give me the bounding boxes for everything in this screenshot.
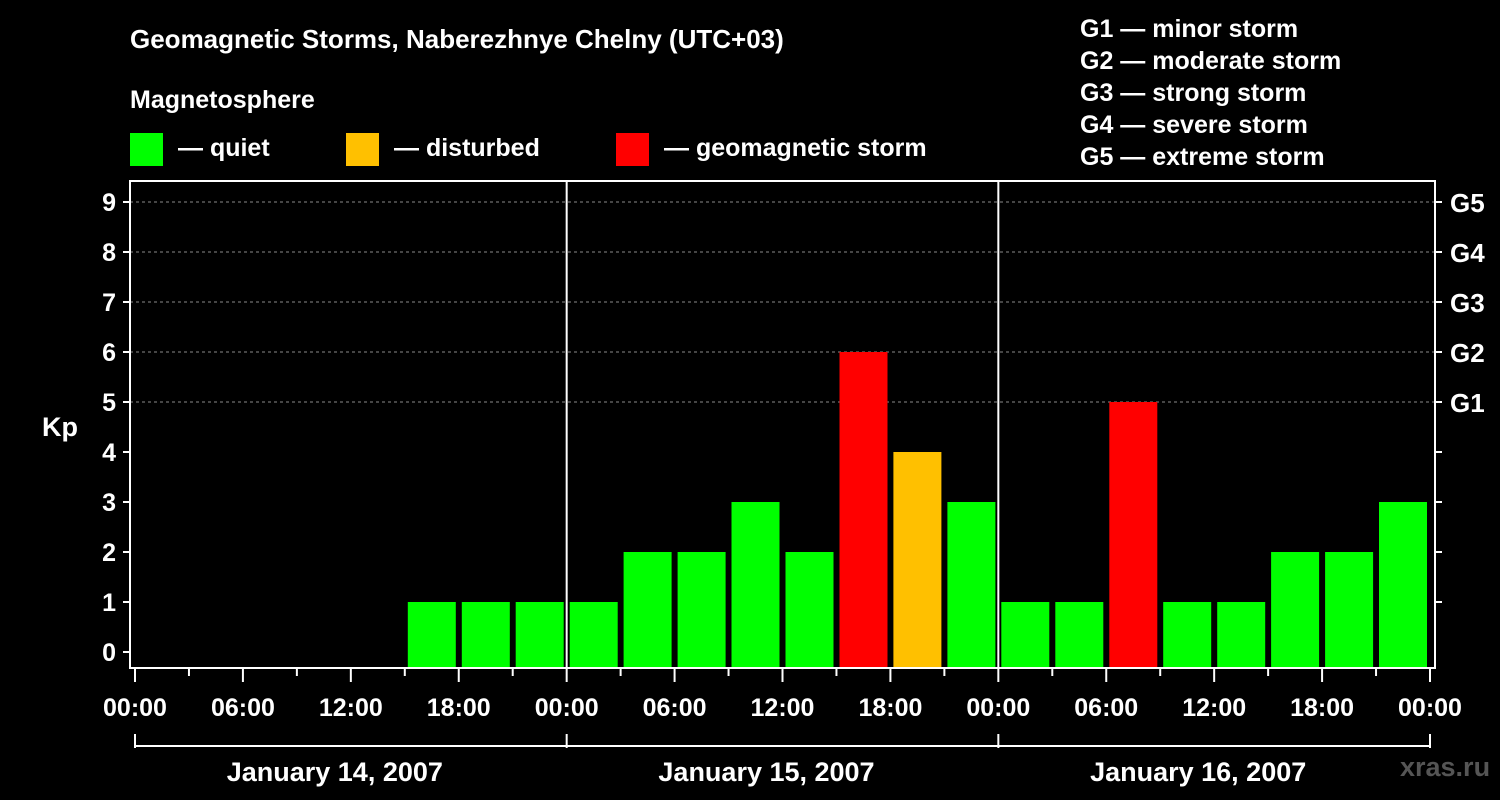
y-axis-label: Kp [42, 412, 78, 442]
x-tick-label: 18:00 [427, 694, 491, 722]
x-tick-label: 12:00 [319, 694, 383, 722]
kp-bar [1217, 602, 1266, 668]
x-tick-label: 12:00 [1182, 694, 1246, 722]
plot-frame [129, 180, 1436, 669]
legend-label-disturbed: — disturbed [394, 134, 540, 162]
y-tick-label: 6 [102, 339, 116, 367]
chart-subtitle: Magnetosphere [130, 86, 315, 114]
y-tick-label: 7 [102, 289, 116, 317]
x-tick-label: 18:00 [858, 694, 922, 722]
y-tick-label: 2 [102, 539, 116, 567]
g-scale-item-g5: G5 — extreme storm [1080, 143, 1325, 171]
y-tick-label: 9 [102, 189, 116, 217]
day-label: January 16, 2007 [1090, 757, 1306, 787]
kp-bar [677, 552, 726, 668]
g-level-label: G1 [1450, 388, 1485, 418]
y-tick-label: 3 [102, 489, 116, 517]
x-tick-label: 06:00 [211, 694, 275, 722]
x-tick-label: 18:00 [1290, 694, 1354, 722]
kp-bar [1379, 502, 1427, 668]
x-tick-label: 06:00 [1074, 694, 1138, 722]
g-level-label: G3 [1450, 288, 1485, 318]
x-tick-label: 00:00 [1398, 694, 1462, 722]
legend-label-quiet: — quiet [178, 134, 270, 162]
g-level-label: G5 [1450, 188, 1485, 218]
x-tick-label: 06:00 [643, 694, 707, 722]
legend-swatch-quiet [130, 133, 163, 166]
watermark: xras.ru [1400, 752, 1491, 782]
kp-bar [947, 502, 996, 668]
chart-title: Geomagnetic Storms, Naberezhnye Chelny (… [130, 24, 784, 54]
kp-bar [839, 352, 888, 668]
kp-bar [785, 552, 834, 668]
kp-bar [461, 602, 510, 668]
g-scale-item-g3: G3 — strong storm [1080, 79, 1307, 107]
kp-bar [569, 602, 618, 668]
x-tick-label: 00:00 [103, 694, 167, 722]
legend-swatch-storm [616, 133, 649, 166]
kp-bar [1109, 402, 1158, 668]
kp-bar [1163, 602, 1212, 668]
kp-bar [731, 502, 780, 668]
y-tick-label: 4 [102, 439, 116, 467]
g-level-label: G2 [1450, 338, 1485, 368]
kp-bar [623, 552, 672, 668]
day-label: January 14, 2007 [227, 757, 443, 787]
kp-bar [515, 602, 564, 668]
kp-bar [893, 452, 942, 668]
g-scale-item-g4: G4 — severe storm [1080, 111, 1308, 139]
y-tick-label: 8 [102, 239, 116, 267]
legend-swatch-disturbed [346, 133, 379, 166]
x-tick-label: 00:00 [535, 694, 599, 722]
day-label: January 15, 2007 [658, 757, 874, 787]
g-level-label: G4 [1450, 238, 1485, 268]
kp-bar [1001, 602, 1050, 668]
g-scale-item-g2: G2 — moderate storm [1080, 47, 1342, 75]
kp-bar [1055, 602, 1104, 668]
y-tick-label: 1 [102, 589, 116, 617]
legend-label-storm: — geomagnetic storm [664, 134, 927, 162]
g-scale-item-g1: G1 — minor storm [1080, 15, 1299, 43]
kp-bar [1271, 552, 1320, 668]
y-tick-label: 5 [102, 389, 116, 417]
x-tick-label: 12:00 [751, 694, 815, 722]
x-tick-label: 00:00 [966, 694, 1030, 722]
kp-bar [1325, 552, 1374, 668]
y-tick-label: 0 [102, 639, 116, 667]
kp-bar [407, 602, 456, 668]
